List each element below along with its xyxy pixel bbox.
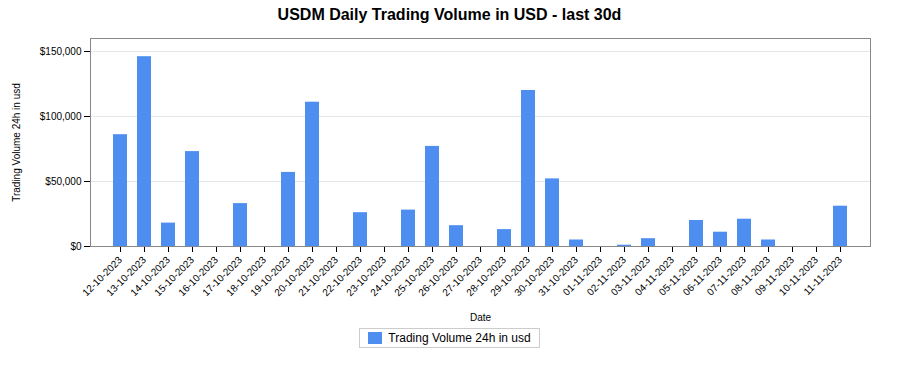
svg-text:22-10-2023: 22-10-2023 <box>320 254 365 299</box>
svg-text:12-10-2023: 12-10-2023 <box>80 254 125 299</box>
svg-text:25-10-2023: 25-10-2023 <box>392 254 437 299</box>
svg-text:29-10-2023: 29-10-2023 <box>488 254 533 299</box>
svg-text:30-10-2023: 30-10-2023 <box>512 254 557 299</box>
svg-text:17-10-2023: 17-10-2023 <box>200 254 245 299</box>
svg-text:13-10-2023: 13-10-2023 <box>104 254 149 299</box>
html-text:Trading Volume 24h in usd: Trading Volume 24h in usd <box>388 331 531 345</box>
svg-text:05-11-2023: 05-11-2023 <box>656 254 701 298</box>
svg-text:21-10-2023: 21-10-2023 <box>296 254 341 299</box>
svg-text:24-10-2023: 24-10-2023 <box>368 254 413 299</box>
svg-text:$50,000: $50,000 <box>45 176 82 187</box>
svg-text:27-10-2023: 27-10-2023 <box>440 254 485 299</box>
svg-text:11-11-2023: 11-11-2023 <box>801 254 844 297</box>
svg-text:07-11-2023: 07-11-2023 <box>704 254 749 298</box>
svg-text:03-11-2023: 03-11-2023 <box>608 254 653 298</box>
svg-text:09-11-2023: 09-11-2023 <box>752 254 797 298</box>
svg-text:Date: Date <box>470 312 492 323</box>
svg-text:$150,000: $150,000 <box>40 46 82 57</box>
svg-text:31-10-2023: 31-10-2023 <box>536 254 581 299</box>
svg-text:20-10-2023: 20-10-2023 <box>272 254 317 299</box>
svg-text:06-11-2023: 06-11-2023 <box>680 254 725 298</box>
svg-text:23-10-2023: 23-10-2023 <box>344 254 389 299</box>
html-text:USDM Daily Trading Volume in U: USDM Daily Trading Volume in USD - last … <box>277 6 622 23</box>
svg-text:10-11-2023: 10-11-2023 <box>776 254 821 298</box>
svg-text:28-10-2023: 28-10-2023 <box>464 254 509 299</box>
svg-text:$0: $0 <box>70 241 82 252</box>
svg-text:18-10-2023: 18-10-2023 <box>224 254 269 299</box>
svg-text:01-11-2023: 01-11-2023 <box>560 254 605 298</box>
svg-text:19-10-2023: 19-10-2023 <box>248 254 293 299</box>
svg-text:02-11-2023: 02-11-2023 <box>584 254 629 298</box>
svg-text:08-11-2023: 08-11-2023 <box>728 254 773 298</box>
svg-text:04-11-2023: 04-11-2023 <box>632 254 677 298</box>
svg-text:15-10-2023: 15-10-2023 <box>152 254 197 299</box>
svg-text:$100,000: $100,000 <box>40 111 82 122</box>
svg-text:14-10-2023: 14-10-2023 <box>128 254 173 299</box>
svg-text:16-10-2023: 16-10-2023 <box>176 254 221 299</box>
svg-text:Trading Volume 24h in usd: Trading Volume 24h in usd <box>11 83 22 202</box>
svg-text:26-10-2023: 26-10-2023 <box>416 254 461 299</box>
